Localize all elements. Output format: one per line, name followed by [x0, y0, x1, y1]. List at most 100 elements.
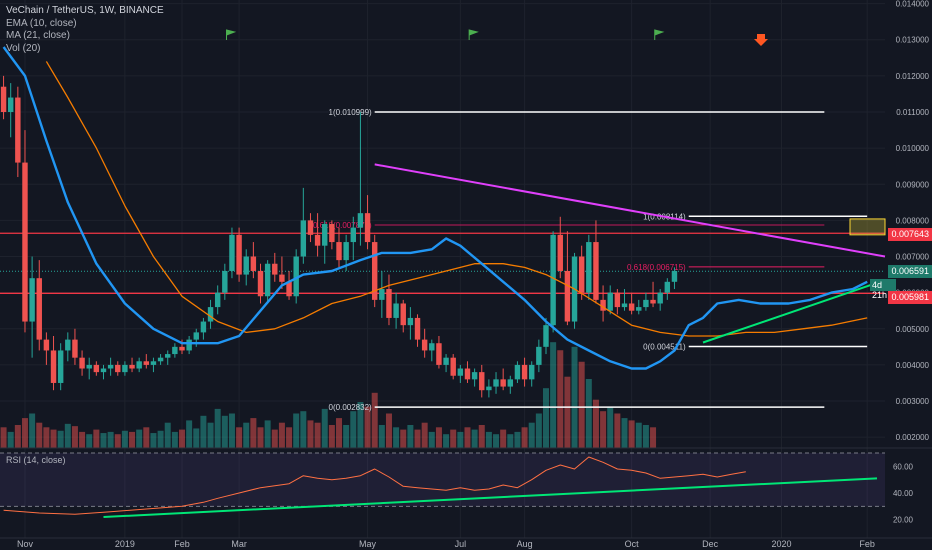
- candle-body: [643, 299, 649, 308]
- volume-bar: [36, 422, 43, 448]
- candle: [122, 361, 128, 376]
- candle-body: [557, 234, 563, 271]
- volume-bar: [585, 379, 592, 448]
- candle: [165, 350, 171, 365]
- y-tick-label: 0.012000: [896, 72, 930, 81]
- volume-bar: [535, 413, 542, 448]
- candle-body: [7, 97, 14, 112]
- candle-body: [307, 220, 314, 235]
- candle: [471, 368, 478, 387]
- candle-body: [250, 256, 257, 271]
- x-tick-label: Dec: [702, 539, 719, 549]
- symbol-title[interactable]: VeChain / TetherUS, 1W, BINANCE: [6, 5, 164, 16]
- volume-bar: [221, 415, 228, 448]
- volume-bar: [114, 434, 121, 448]
- candle-body: [107, 364, 114, 369]
- candle-body: [450, 357, 456, 376]
- candle: [72, 328, 78, 365]
- ema10-line: [2, 46, 868, 370]
- candle: [0, 75, 7, 120]
- candle: [222, 263, 228, 300]
- volume-bar: [435, 427, 442, 448]
- volume-bar: [243, 422, 250, 448]
- volume-bar: [450, 429, 457, 448]
- candle: [236, 227, 242, 282]
- volume-bar: [193, 428, 200, 448]
- volume-bar: [157, 430, 164, 448]
- candle-body: [50, 350, 57, 383]
- candle-body: [493, 379, 499, 387]
- candle-body: [457, 368, 464, 376]
- volume-bar: [321, 408, 328, 448]
- indicator-ma-label[interactable]: MA (21, close): [6, 30, 70, 41]
- candle: [500, 368, 506, 391]
- volume-bar: [471, 429, 478, 448]
- rsi-tick-label: 60.00: [893, 462, 914, 471]
- candle-body: [443, 357, 449, 365]
- candle: [657, 289, 663, 311]
- volume-bar: [642, 425, 649, 448]
- candle: [50, 336, 57, 391]
- target-zone-box: [849, 218, 886, 236]
- candle: [543, 317, 549, 355]
- candle-body: [671, 270, 678, 282]
- candle: [521, 357, 528, 387]
- candle-body: [264, 263, 271, 297]
- volume-bar: [336, 418, 343, 448]
- candle-body: [122, 364, 128, 373]
- candle-body: [165, 354, 171, 358]
- price-tag-current: 0.006591: [888, 265, 932, 278]
- x-tick-label: Mar: [231, 539, 247, 549]
- candle-body: [379, 289, 385, 300]
- candle-body: [200, 321, 207, 333]
- candle: [414, 314, 421, 347]
- volume-bar: [300, 411, 307, 448]
- candle-body: [536, 346, 542, 365]
- candle-body: [72, 339, 78, 358]
- chart-legend: VeChain / TetherUS, 1W, BINANCE EMA (10,…: [6, 5, 164, 55]
- candle: [143, 354, 150, 369]
- rsi-legend[interactable]: RSI (14, close): [6, 455, 66, 465]
- candle: [664, 278, 671, 300]
- volume-bar: [357, 402, 364, 448]
- x-tick-label: Jul: [455, 539, 467, 549]
- candle-body: [222, 270, 228, 293]
- volume-bar: [29, 413, 36, 448]
- candle: [100, 364, 107, 380]
- candle-body: [400, 303, 406, 326]
- indicator-ema-label[interactable]: EMA (10, close): [6, 17, 77, 29]
- candle: [429, 339, 435, 362]
- volume-bar: [314, 422, 321, 448]
- candle-body: [386, 289, 392, 318]
- indicator-vol-label[interactable]: Vol (20): [6, 42, 41, 54]
- ascending-support-line: [702, 280, 881, 344]
- volume-bar: [0, 427, 7, 448]
- x-tick-label: Aug: [517, 539, 533, 549]
- volume-bar: [257, 427, 264, 448]
- candle: [443, 354, 449, 373]
- candle: [550, 231, 556, 333]
- candle: [307, 213, 314, 243]
- candle-body: [143, 361, 150, 365]
- volume-bar: [385, 413, 392, 448]
- volume-bar: [478, 425, 485, 448]
- volume-bar: [107, 431, 114, 448]
- volume-bar: [628, 420, 635, 448]
- flag-marker: [654, 29, 665, 40]
- volume-bar: [614, 413, 621, 448]
- candle-body: [236, 234, 242, 275]
- volume-bar: [571, 346, 578, 448]
- candle-body: [136, 361, 142, 369]
- volume-bar: [71, 426, 78, 448]
- candle-body: [43, 339, 50, 351]
- bar-countdown-timer: 4d 21h: [870, 279, 896, 300]
- volume-bar: [286, 427, 293, 448]
- volume-bar: [578, 361, 585, 448]
- candle: [600, 285, 606, 322]
- candle-body: [93, 364, 100, 373]
- candle-body: [414, 317, 421, 340]
- candle-body: [371, 242, 378, 300]
- candle: [200, 317, 207, 340]
